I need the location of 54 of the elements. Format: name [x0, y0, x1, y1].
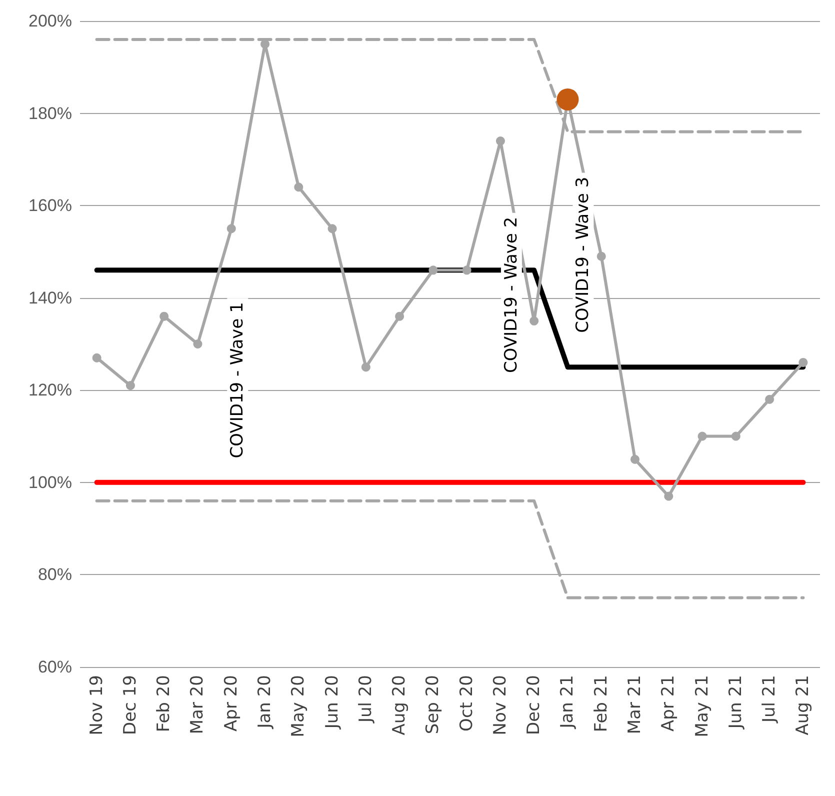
- point: [294, 182, 304, 192]
- point: [328, 224, 337, 234]
- point: [765, 394, 774, 404]
- point: [731, 432, 740, 441]
- x-tick-label: Oct 20: [456, 675, 477, 732]
- point: [630, 454, 640, 464]
- x-tick-label: Sep 20: [423, 675, 444, 734]
- x-tick-label: Feb 21: [591, 675, 612, 732]
- point: [160, 312, 169, 321]
- y-tick-label: 160%: [28, 196, 72, 216]
- x-tick-label: Mar 20: [188, 675, 208, 734]
- y-tick-label: 60%: [38, 658, 72, 676]
- y-tick-label: 120%: [28, 380, 72, 400]
- x-tick-label: Nov 19: [86, 675, 107, 736]
- x-tick-label: Jan 20: [255, 675, 275, 730]
- point: [361, 362, 370, 372]
- x-tick-label: Jun 21: [726, 675, 746, 730]
- y-tick-label: 80%: [38, 565, 72, 584]
- point: [556, 88, 579, 110]
- x-tick-label: Jan 21: [558, 675, 578, 730]
- point: [428, 266, 438, 275]
- x-tick-label: Apr 21: [658, 675, 679, 732]
- annotation: COVID19 - Wave 1: [228, 302, 248, 458]
- x-tick-label: Dec 19: [120, 675, 140, 735]
- point: [462, 266, 472, 275]
- y-tick-label: 100%: [28, 472, 72, 492]
- x-tick-label: Jul 21: [760, 675, 780, 724]
- y-tick-label: 200%: [28, 12, 72, 30]
- point: [395, 312, 404, 321]
- x-tick-label: Apr 20: [221, 675, 242, 732]
- x-tick-label: Feb 20: [154, 675, 174, 732]
- x-tick-label: May 20: [288, 675, 309, 738]
- point: [92, 353, 102, 362]
- x-tick-label: Mar 21: [625, 675, 645, 734]
- point: [193, 340, 202, 348]
- x-tick-label: May 21: [692, 675, 712, 738]
- x-tick-label: Nov 20: [490, 675, 510, 736]
- point: [496, 136, 505, 146]
- x-tick-label: Jul 20: [356, 675, 376, 724]
- point: [596, 252, 606, 261]
- point: [530, 316, 539, 326]
- point: [798, 358, 808, 367]
- point: [126, 381, 135, 390]
- point: [698, 432, 707, 441]
- y-tick-label: 180%: [28, 104, 72, 123]
- x-tick-label: Aug 21: [793, 675, 814, 736]
- point: [664, 492, 674, 501]
- annotation: COVID19 - Wave 2: [501, 216, 522, 373]
- x-tick-label: Jun 20: [322, 675, 342, 730]
- x-tick-label: Aug 20: [390, 675, 410, 736]
- y-tick-label: 140%: [28, 288, 72, 308]
- x-tick-label: Dec 20: [524, 675, 544, 735]
- point: [226, 224, 236, 234]
- annotation: COVID19 - Wave 3: [573, 176, 594, 333]
